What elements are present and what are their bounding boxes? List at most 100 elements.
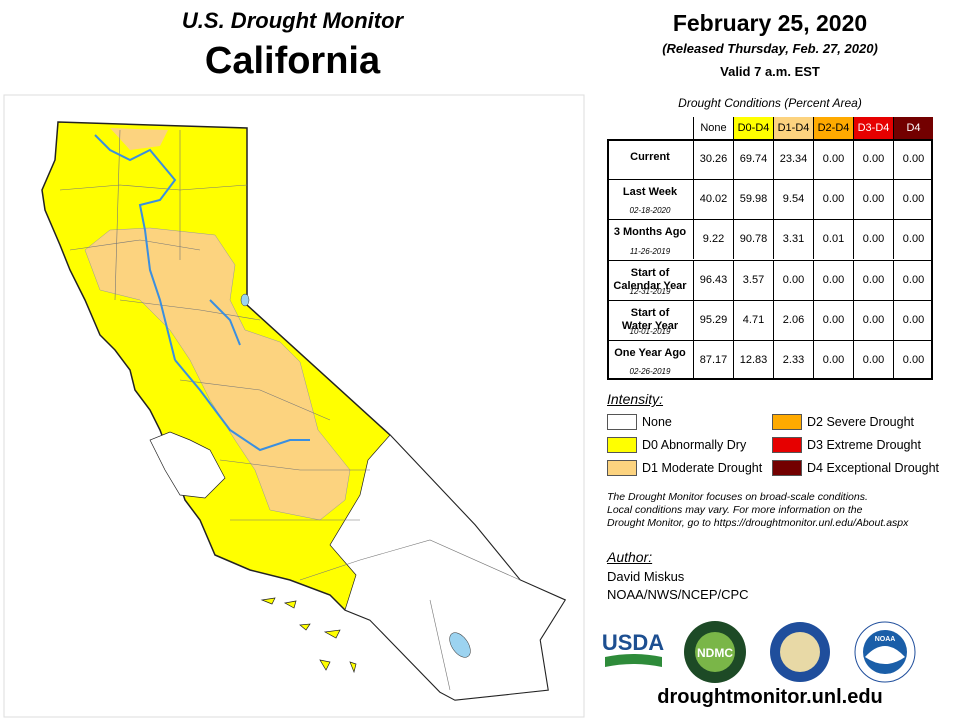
- table-value: 30.26: [693, 139, 733, 180]
- table-value: 0.00: [773, 259, 813, 300]
- map-frame: [3, 94, 585, 718]
- table-value: 0.00: [813, 299, 853, 340]
- table-value: 0.00: [813, 179, 853, 220]
- legend-swatch: [607, 460, 637, 476]
- table-value: 0.00: [893, 299, 933, 340]
- rivers: [94, 134, 310, 452]
- row-date: 02-26-2019: [629, 367, 671, 376]
- row-divider: [607, 339, 933, 341]
- legend-label: D3 Extreme Drought: [807, 438, 921, 452]
- note: The Drought Monitor focuses on broad-sca…: [607, 491, 908, 530]
- row-date: 10-01-2019: [629, 326, 671, 336]
- author-org: NOAA/NWS/NCEP/CPC: [607, 587, 749, 602]
- row-label: 3 Months Ago: [613, 226, 687, 239]
- table-value: 0.00: [853, 299, 893, 340]
- county-lines: [59, 129, 521, 691]
- legend-swatch: [772, 460, 802, 476]
- row-label: Start of Calendar Year: [613, 266, 687, 292]
- legend-title: Intensity:: [607, 391, 664, 407]
- subtitle: U.S. Drought Monitor: [181, 8, 404, 33]
- usda-swoosh: [605, 654, 662, 667]
- note-line: The Drought Monitor focuses on broad-sca…: [607, 491, 868, 503]
- table-value: 0.00: [893, 259, 933, 300]
- table-value: 4.71: [733, 299, 773, 340]
- legend-label: D1 Moderate Drought: [642, 461, 763, 475]
- legend-label: D0 Abnormally Dry: [642, 438, 747, 452]
- legend-swatch: [772, 437, 802, 453]
- legend-label: None: [642, 415, 672, 429]
- row-date: 02-18-2020: [629, 206, 671, 216]
- table-value: 87.17: [693, 339, 733, 380]
- legend-swatch: [607, 437, 637, 453]
- islands: [260, 597, 357, 674]
- author-title: Author:: [607, 549, 653, 565]
- lake: [449, 632, 471, 658]
- ndmc-core: [695, 632, 735, 672]
- table-value: 9.54: [773, 179, 813, 220]
- map: [3, 94, 585, 718]
- table-value: 0.00: [893, 219, 933, 260]
- table-value: 0.00: [813, 339, 853, 380]
- legend-label: D2 Severe Drought: [807, 415, 915, 429]
- none-coast: [149, 431, 226, 499]
- table-value: 12.83: [733, 339, 773, 380]
- table-value: 0.00: [893, 139, 933, 180]
- lake: [240, 293, 250, 307]
- author-name: David Miskus: [607, 569, 685, 584]
- table-value: 90.78: [733, 219, 773, 260]
- date: February 25, 2020: [672, 10, 868, 36]
- column-header: D0-D4: [733, 117, 773, 139]
- column-header: None: [693, 117, 733, 139]
- table-value: 0.00: [853, 179, 893, 220]
- d1-central: [84, 227, 351, 521]
- url: droughtmonitor.unl.edu: [657, 686, 883, 708]
- row-label: One Year Ago: [614, 346, 686, 359]
- column-header: D2-D4: [813, 117, 853, 139]
- column-header: D1-D4: [773, 117, 813, 139]
- row-date: 12-31-2019: [629, 286, 671, 296]
- valid: Valid 7 a.m. EST: [720, 64, 820, 79]
- legend-swatch: [607, 414, 637, 430]
- legend-label: D4 Exceptional Drought: [807, 461, 940, 475]
- table-value: 3.57: [733, 259, 773, 300]
- table-value: 0.01: [813, 219, 853, 260]
- table: None D0-D4 D1-D4 D2-D4 D3-D4 D4 Current 30.26 69…: [607, 117, 933, 380]
- row-divider: [607, 259, 933, 261]
- table-value: 59.98: [733, 179, 773, 220]
- none-area: [329, 434, 566, 701]
- table-value: 23.34: [773, 139, 813, 180]
- table-value: 40.02: [693, 179, 733, 220]
- legend-swatch: [772, 414, 802, 430]
- table-value: 0.00: [853, 339, 893, 380]
- title: California: [204, 40, 381, 82]
- table-value: 95.29: [693, 299, 733, 340]
- released: (Released Thursday, Feb. 27, 2020): [662, 41, 878, 56]
- d1-north: [110, 128, 168, 150]
- table-value: 2.06: [773, 299, 813, 340]
- row-label: Last Week: [622, 186, 678, 199]
- note-line: Local conditions may vary. For more info…: [607, 504, 863, 516]
- row-label: Start of Water Year: [621, 306, 679, 332]
- table-value: 0.00: [853, 259, 893, 300]
- table-value: 0.00: [853, 139, 893, 180]
- row-divider: [607, 219, 933, 221]
- usda-logo: USDA: [602, 630, 664, 655]
- table-value: 0.00: [853, 219, 893, 260]
- table-value: 0.00: [893, 179, 933, 220]
- table-value: 9.22: [693, 219, 733, 260]
- column-header: D3-D4: [853, 117, 893, 139]
- logos: USDA NDMC NOAA: [602, 621, 916, 683]
- table-value: 0.00: [813, 139, 853, 180]
- row-date: 11-26-2019: [629, 246, 671, 256]
- noaa-bird: [865, 646, 905, 664]
- table-value: 2.33: [773, 339, 813, 380]
- table-value: 0.00: [813, 259, 853, 300]
- noaa-logo: NOAA: [875, 636, 896, 643]
- table-value: 96.43: [693, 259, 733, 300]
- ndmc-logo: NDMC: [697, 646, 733, 660]
- row-divider: [607, 179, 933, 181]
- note-line: Drought Monitor, go to https://droughtmo…: [607, 517, 909, 529]
- table-caption: Drought Conditions (Percent Area): [678, 96, 862, 110]
- row-divider: [607, 299, 933, 301]
